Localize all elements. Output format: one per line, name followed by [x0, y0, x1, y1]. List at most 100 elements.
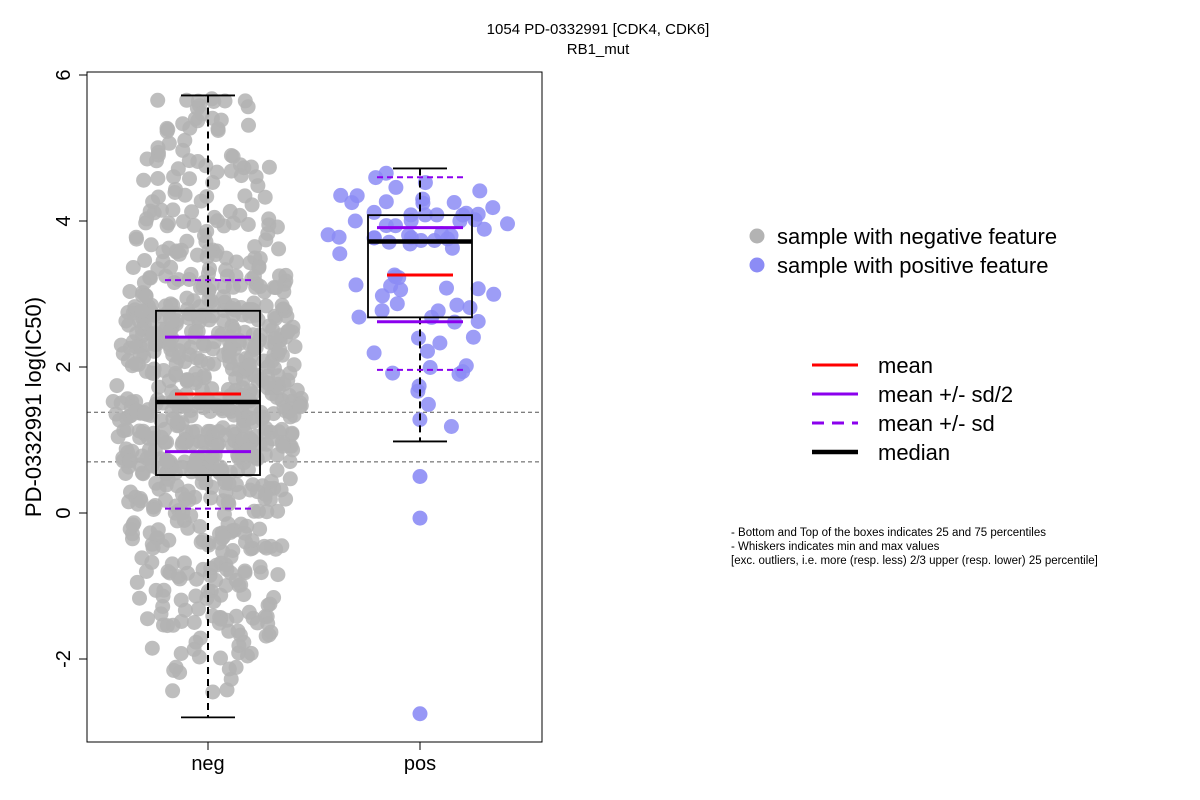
neg-sample-point [270, 567, 286, 583]
neg-sample-point [210, 213, 226, 229]
neg-sample-point [187, 456, 203, 472]
neg-sample-point [146, 343, 162, 359]
note-line: - Bottom and Top of the boxes indicates … [731, 527, 1046, 539]
y-tick-label: 0 [53, 507, 75, 518]
neg-sample-point [221, 401, 236, 417]
neg-sample-point [167, 185, 183, 200]
pos-sample-point [446, 195, 462, 210]
legend: sample with negative feature sample with … [749, 224, 1057, 465]
neg-sample-point [149, 153, 164, 169]
neg-sample-point [176, 555, 192, 571]
neg-sample-point [270, 503, 286, 519]
y-tick-label: 4 [53, 215, 75, 226]
neg-sample-point [237, 563, 253, 579]
neg-sample-point [271, 241, 287, 257]
pos-sample-point [344, 195, 360, 211]
neg-sample-point [267, 330, 283, 346]
neg-sample-point [236, 455, 252, 471]
pos-sample-point [470, 281, 486, 297]
legend-line-label: mean [878, 353, 933, 378]
pos-sample-point [476, 221, 492, 237]
neg-sample-point [148, 582, 164, 598]
neg-sample-point [216, 529, 232, 545]
neg-sample-point [268, 280, 284, 296]
neg-sample-point [192, 519, 208, 534]
neg-sample-point [158, 268, 174, 284]
pos-sample-point [470, 314, 486, 329]
neg-sample-point [225, 279, 241, 295]
neg-sample-point [231, 332, 247, 348]
neg-sample-point [218, 578, 234, 594]
neg-sample-point [137, 253, 153, 268]
pos-sample-point [388, 179, 404, 195]
pos-sample-point [374, 288, 390, 304]
neg-sample-point [188, 588, 204, 604]
neg-sample-point [148, 475, 164, 491]
pos-sample-point [444, 240, 460, 256]
neg-sample-point [150, 171, 166, 186]
neg-sample-point [218, 262, 234, 278]
pos-sample-point [332, 246, 348, 262]
neg-sample-point [223, 163, 239, 179]
pos-outlier-point [412, 469, 428, 484]
neg-sample-point [258, 298, 274, 314]
neg-sample-point [154, 202, 169, 218]
neg-sample-point [122, 453, 138, 469]
pos-sample-point [366, 345, 382, 361]
legend-point-label: sample with positive feature [777, 253, 1048, 278]
neg-sample-point [164, 384, 180, 399]
neg-sample-point [115, 346, 131, 362]
neg-sample-point [161, 135, 177, 151]
neg-sample-point [128, 356, 143, 372]
neg-sample-point [166, 169, 182, 185]
neg-sample-point [175, 116, 191, 132]
pos-sample-point [420, 343, 435, 359]
neg-sample-point [179, 92, 195, 108]
neg-sample-point [122, 284, 138, 299]
box-elements [155, 94, 473, 719]
neg-sample-point [132, 590, 147, 606]
neg-sample-point [252, 278, 268, 294]
pos-outlier-point [412, 510, 428, 526]
notes: - Bottom and Top of the boxes indicates … [731, 527, 1098, 567]
neg-sample-point [177, 491, 193, 507]
neg-sample-point [205, 684, 221, 700]
neg-sample-point [184, 204, 200, 220]
neg-sample-point [192, 630, 208, 646]
neg-sample-point [214, 326, 230, 342]
neg-sample-point [129, 326, 145, 342]
neg-sample-point [165, 617, 181, 633]
neg-sample-point [138, 363, 154, 379]
neg-sample-point [125, 260, 141, 275]
pos-sample-point [485, 200, 501, 216]
neg-sample-point [221, 349, 237, 364]
neg-sample-point [135, 423, 151, 439]
neg-sample-point [164, 313, 180, 329]
neg-sample-point [118, 441, 134, 457]
neg-sample-point [247, 239, 263, 255]
neg-sample-point [136, 406, 152, 422]
neg-sample-point [171, 349, 187, 365]
neg-sample-point [249, 484, 265, 500]
neg-sample-point [143, 237, 159, 253]
neg-sample-point [272, 342, 288, 358]
neg-sample-point [145, 326, 161, 342]
neg-sample-point [205, 308, 220, 324]
neg-sample-point [259, 504, 275, 520]
pos-sample-point [458, 358, 474, 374]
neg-sample-point [144, 640, 160, 656]
neg-sample-point [233, 577, 249, 593]
pos-sample-point [374, 303, 390, 319]
neg-sample-point [209, 438, 225, 453]
neg-sample-point [150, 140, 166, 156]
neg-sample-point [186, 218, 202, 233]
y-tick-label: 2 [53, 361, 75, 372]
pos-sample-point [366, 204, 382, 220]
neg-sample-point [129, 231, 144, 247]
legend-line-label: median [878, 440, 950, 465]
neg-sample-point [203, 490, 219, 506]
neg-sample-point [249, 615, 265, 631]
note-line: - Whiskers indicates min and max values [731, 541, 940, 553]
neg-sample-point [262, 596, 278, 612]
